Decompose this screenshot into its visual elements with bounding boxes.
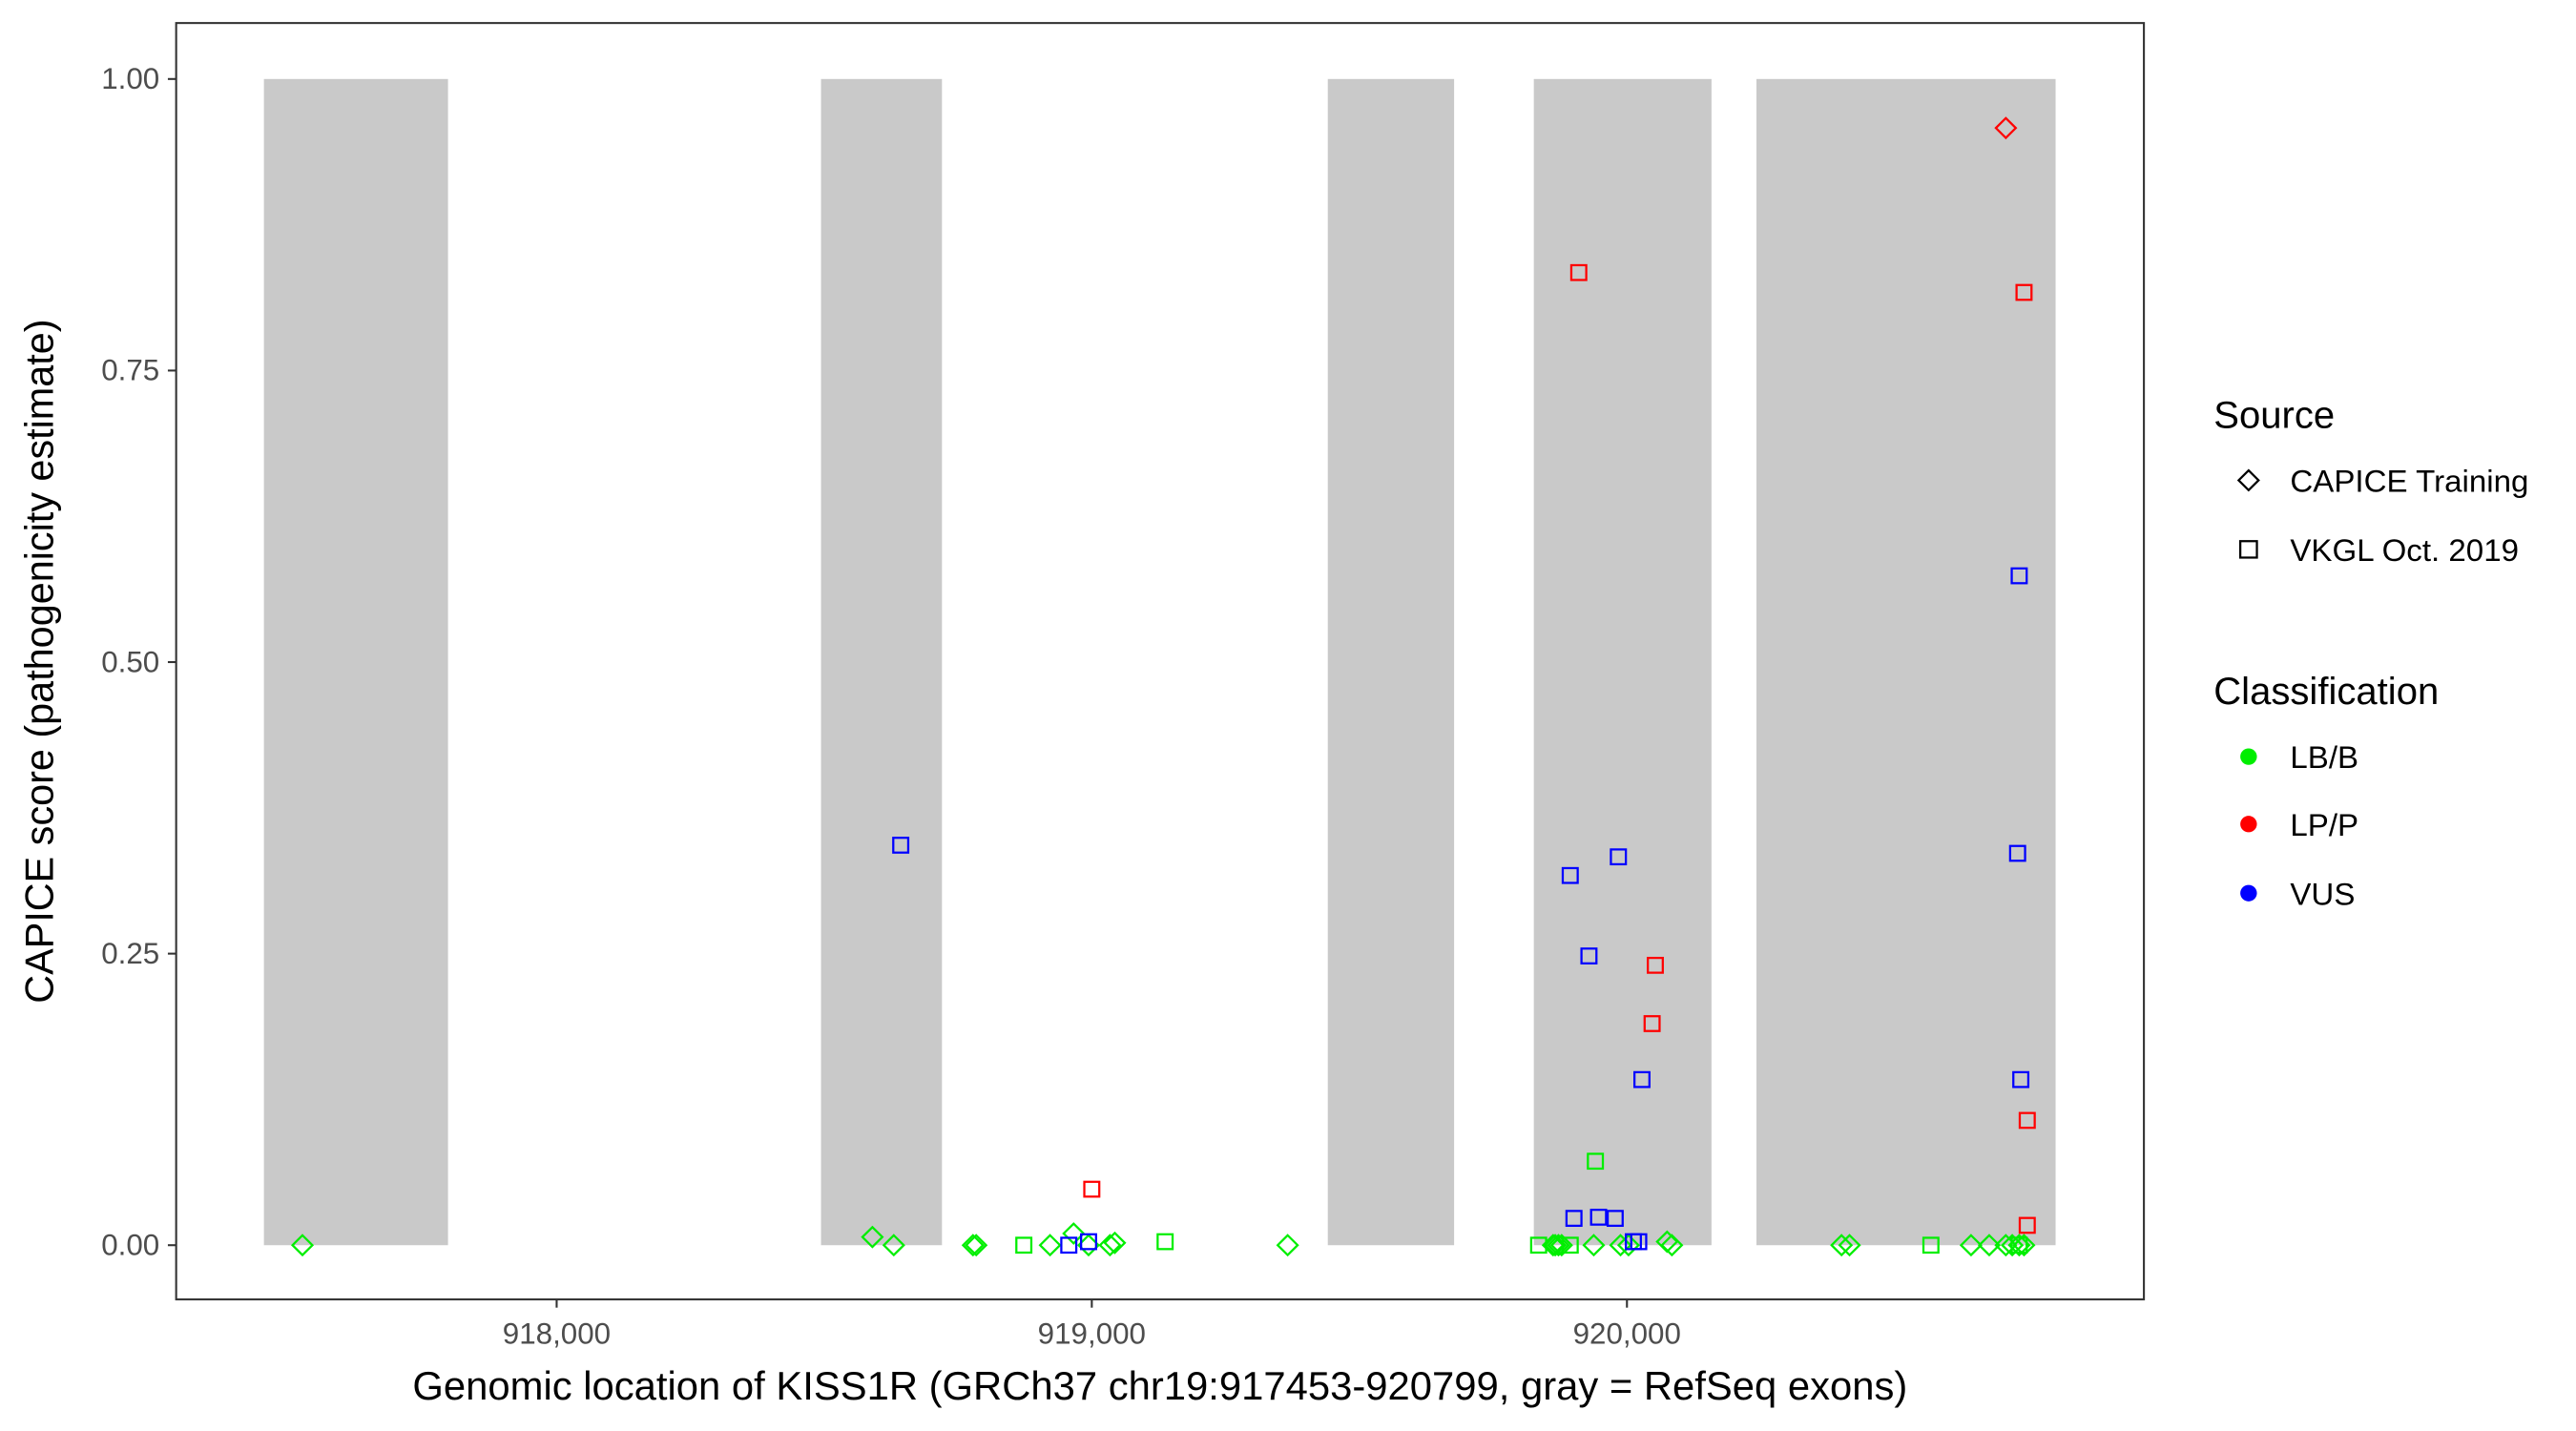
data-point-diamond: [1660, 1234, 1684, 1257]
data-point-diamond: [1994, 116, 2018, 140]
data-point-diamond: [1038, 1234, 1062, 1257]
data-point-square: [1561, 1236, 1579, 1255]
data-point-square: [1647, 956, 1664, 974]
x-tick-label: 919,000: [1038, 1317, 1146, 1351]
lbb-dot-icon: [2240, 748, 2257, 765]
data-point-square: [1015, 1236, 1033, 1255]
data-point-square: [1156, 1233, 1174, 1251]
data-point-square: [1606, 1210, 1624, 1227]
data-points: [290, 116, 2036, 1257]
exon-band: [821, 78, 943, 1246]
data-point-square: [2008, 844, 2026, 862]
data-point-square: [1565, 1210, 1583, 1227]
data-point-diamond: [961, 1234, 985, 1257]
data-point-square: [1569, 263, 1588, 281]
data-point-square: [1632, 1070, 1651, 1089]
data-point-diamond: [2012, 1234, 2036, 1257]
data-point-square: [1922, 1236, 1940, 1255]
x-axis-label: Genomic location of KISS1R (GRCh37 chr19…: [412, 1363, 1907, 1408]
data-point-diamond: [1098, 1234, 1122, 1257]
exon-band: [1756, 78, 2056, 1246]
square-icon: [2238, 540, 2258, 559]
y-tick-label: 1.00: [101, 62, 159, 95]
data-point-square: [2010, 567, 2028, 585]
data-point-square: [2018, 1111, 2036, 1130]
exon-band: [263, 78, 448, 1246]
legend-source-title: Source: [2213, 394, 2335, 436]
legend-class-title: Classification: [2213, 671, 2439, 713]
data-point-square: [2012, 1070, 2030, 1089]
data-point-diamond: [1547, 1234, 1570, 1257]
data-point-diamond: [1549, 1234, 1573, 1257]
data-point-diamond: [1276, 1234, 1299, 1257]
data-point-square: [2018, 1216, 2036, 1234]
data-point-diamond: [882, 1234, 905, 1257]
legend-item-lbb: LB/B: [2290, 739, 2358, 775]
data-point-diamond: [965, 1234, 988, 1257]
data-point-square: [1561, 866, 1579, 884]
data-point-diamond: [1977, 1234, 2002, 1257]
data-point-diamond: [861, 1225, 884, 1249]
data-point-diamond: [1830, 1234, 1854, 1257]
x-tick-label: 920,000: [1573, 1317, 1681, 1351]
data-point-square: [1643, 1015, 1661, 1032]
x-axis: 918,000 919,000 920,000: [503, 1299, 1681, 1351]
data-point-diamond: [1838, 1234, 1861, 1257]
data-point-square: [1580, 947, 1598, 964]
lpp-dot-icon: [2240, 816, 2257, 833]
data-point-square: [2015, 283, 2033, 301]
legend-item-capice: CAPICE Training: [2290, 464, 2528, 499]
data-point-square: [1529, 1236, 1548, 1255]
data-point-diamond: [1959, 1234, 1983, 1257]
y-axis-label: CAPICE score (pathogenicity estimate): [17, 319, 62, 1003]
data-point-square: [1060, 1236, 1078, 1255]
legend-item-lpp: LP/P: [2290, 807, 2358, 842]
data-point-square: [1587, 1152, 1605, 1171]
legend-item-vus: VUS: [2290, 876, 2355, 911]
data-point-square: [1083, 1180, 1101, 1198]
data-point-diamond: [1582, 1234, 1606, 1257]
legend-item-vkgl: VKGL Oct. 2019: [2290, 532, 2519, 568]
data-point-diamond: [1103, 1231, 1127, 1255]
data-point-square: [2010, 1236, 2028, 1255]
data-point-square: [1630, 1233, 1648, 1251]
vus-dot-icon: [2240, 884, 2257, 902]
data-point-square: [1080, 1233, 1097, 1251]
exon-bands: [263, 78, 2056, 1246]
data-point-diamond: [1609, 1234, 1632, 1257]
y-tick-label: 0.00: [101, 1229, 159, 1262]
data-point-diamond: [290, 1234, 315, 1257]
exon-band: [1533, 78, 1712, 1246]
data-point-square: [1589, 1209, 1608, 1226]
exon-band: [1327, 78, 1455, 1246]
y-tick-label: 0.25: [101, 937, 159, 970]
data-point-diamond: [1062, 1222, 1086, 1245]
y-axis: 0.00 0.25 0.50 0.75 1.00: [101, 62, 177, 1262]
y-tick-label: 0.75: [101, 354, 159, 387]
y-tick-label: 0.50: [101, 646, 159, 679]
data-point-diamond: [1616, 1234, 1640, 1257]
diamond-icon: [2236, 468, 2260, 492]
data-point-square: [892, 837, 910, 854]
x-tick-label: 918,000: [503, 1317, 611, 1351]
legend: Source CAPICE Training VKGL Oct. 2019 Cl…: [2213, 394, 2528, 911]
data-point-square: [1610, 848, 1628, 866]
